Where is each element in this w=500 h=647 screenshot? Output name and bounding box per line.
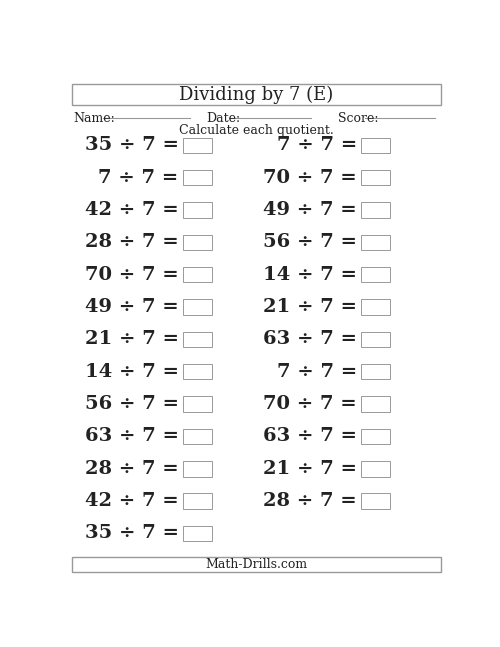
FancyBboxPatch shape <box>72 556 440 572</box>
FancyBboxPatch shape <box>182 526 212 541</box>
Text: Score:: Score: <box>338 111 378 124</box>
Text: Dividing by 7 (E): Dividing by 7 (E) <box>179 85 334 104</box>
Text: 7 ÷ 7 =: 7 ÷ 7 = <box>98 169 179 187</box>
FancyBboxPatch shape <box>72 84 440 105</box>
Text: 35 ÷ 7 =: 35 ÷ 7 = <box>85 525 179 542</box>
FancyBboxPatch shape <box>361 397 390 412</box>
FancyBboxPatch shape <box>182 461 212 476</box>
Text: 7 ÷ 7 =: 7 ÷ 7 = <box>277 137 357 155</box>
FancyBboxPatch shape <box>182 300 212 315</box>
FancyBboxPatch shape <box>361 364 390 380</box>
Text: 70 ÷ 7 =: 70 ÷ 7 = <box>263 169 357 187</box>
FancyBboxPatch shape <box>182 267 212 283</box>
Text: Name:: Name: <box>74 111 115 124</box>
Text: 14 ÷ 7 =: 14 ÷ 7 = <box>85 363 179 381</box>
Text: 28 ÷ 7 =: 28 ÷ 7 = <box>85 460 179 477</box>
Text: 63 ÷ 7 =: 63 ÷ 7 = <box>263 428 357 446</box>
Text: 63 ÷ 7 =: 63 ÷ 7 = <box>263 331 357 349</box>
Text: 21 ÷ 7 =: 21 ÷ 7 = <box>263 298 357 316</box>
Text: 42 ÷ 7 =: 42 ÷ 7 = <box>85 492 179 510</box>
FancyBboxPatch shape <box>361 203 390 218</box>
FancyBboxPatch shape <box>182 138 212 153</box>
FancyBboxPatch shape <box>361 235 390 250</box>
Text: Calculate each quotient.: Calculate each quotient. <box>179 124 334 137</box>
FancyBboxPatch shape <box>182 170 212 186</box>
FancyBboxPatch shape <box>361 300 390 315</box>
Text: 42 ÷ 7 =: 42 ÷ 7 = <box>85 201 179 219</box>
Text: 49 ÷ 7 =: 49 ÷ 7 = <box>85 298 179 316</box>
FancyBboxPatch shape <box>182 235 212 250</box>
FancyBboxPatch shape <box>182 397 212 412</box>
Text: 21 ÷ 7 =: 21 ÷ 7 = <box>263 460 357 477</box>
FancyBboxPatch shape <box>182 332 212 347</box>
Text: 56 ÷ 7 =: 56 ÷ 7 = <box>85 395 179 413</box>
FancyBboxPatch shape <box>361 461 390 476</box>
Text: 70 ÷ 7 =: 70 ÷ 7 = <box>85 266 179 284</box>
Text: 63 ÷ 7 =: 63 ÷ 7 = <box>85 428 179 446</box>
FancyBboxPatch shape <box>182 364 212 380</box>
Text: 14 ÷ 7 =: 14 ÷ 7 = <box>263 266 357 284</box>
FancyBboxPatch shape <box>361 332 390 347</box>
Text: 35 ÷ 7 =: 35 ÷ 7 = <box>85 137 179 155</box>
FancyBboxPatch shape <box>182 429 212 444</box>
Text: Date:: Date: <box>206 111 240 124</box>
FancyBboxPatch shape <box>361 494 390 509</box>
Text: 56 ÷ 7 =: 56 ÷ 7 = <box>263 234 357 252</box>
FancyBboxPatch shape <box>361 267 390 283</box>
Text: Math-Drills.com: Math-Drills.com <box>205 558 308 571</box>
Text: 28 ÷ 7 =: 28 ÷ 7 = <box>85 234 179 252</box>
FancyBboxPatch shape <box>182 494 212 509</box>
FancyBboxPatch shape <box>182 203 212 218</box>
Text: 70 ÷ 7 =: 70 ÷ 7 = <box>263 395 357 413</box>
Text: 28 ÷ 7 =: 28 ÷ 7 = <box>263 492 357 510</box>
Text: 21 ÷ 7 =: 21 ÷ 7 = <box>85 331 179 349</box>
FancyBboxPatch shape <box>361 170 390 186</box>
Text: 49 ÷ 7 =: 49 ÷ 7 = <box>263 201 357 219</box>
FancyBboxPatch shape <box>361 429 390 444</box>
FancyBboxPatch shape <box>361 138 390 153</box>
Text: 7 ÷ 7 =: 7 ÷ 7 = <box>277 363 357 381</box>
